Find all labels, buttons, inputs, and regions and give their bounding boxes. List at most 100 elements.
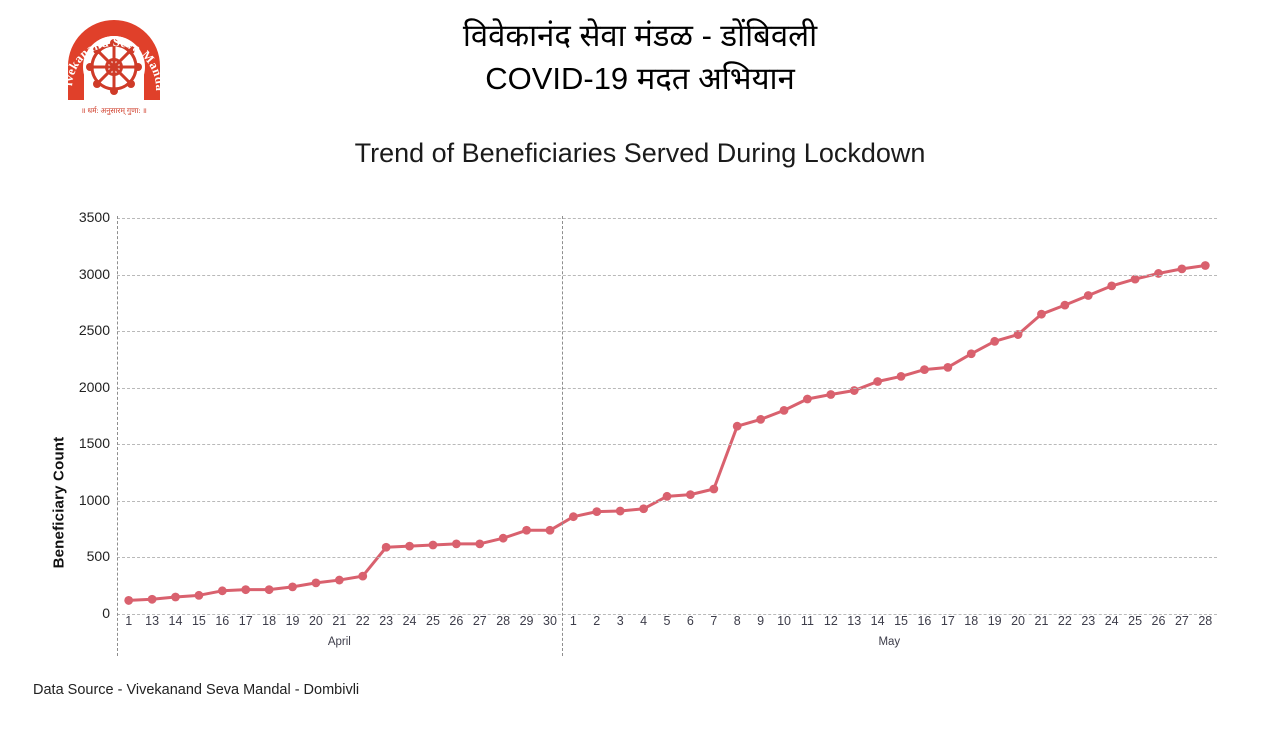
data-point-marker[interactable] <box>194 590 204 600</box>
x-axis-tick-label: 5 <box>663 614 671 628</box>
x-axis-tick-label: 16 <box>917 614 932 628</box>
x-axis-tick-label: 18 <box>262 614 277 628</box>
data-point-marker[interactable] <box>147 594 157 604</box>
gridline <box>117 274 1217 276</box>
data-point-marker[interactable] <box>1154 269 1163 278</box>
data-point-marker[interactable] <box>498 533 508 543</box>
y-axis-tick-label: 500 <box>86 548 110 565</box>
y-axis-tick-label: 2500 <box>78 322 110 339</box>
x-axis-tick-label: 29 <box>519 614 534 628</box>
x-axis-month-label: April <box>327 636 351 648</box>
data-point-marker[interactable] <box>217 586 227 596</box>
x-axis-tick-label: 25 <box>1128 614 1143 628</box>
chart-title: Trend of Beneficiaries Served During Loc… <box>354 138 926 168</box>
x-axis-tick-label: 3 <box>616 614 624 628</box>
data-point-marker[interactable] <box>873 377 883 386</box>
data-point-marker[interactable] <box>1037 309 1046 319</box>
data-point-marker[interactable] <box>522 525 531 535</box>
x-axis-tick-label: 20 <box>308 614 323 628</box>
x-axis-tick-label: 16 <box>215 614 230 628</box>
organization-title: विवेकानंद सेवा मंडळ - डोंबिवली COVID-19 … <box>300 14 980 100</box>
data-series-line <box>124 261 1210 605</box>
y-axis-tick-label: 3500 <box>78 209 110 225</box>
x-axis-tick-label: 12 <box>823 614 838 628</box>
data-point-marker[interactable] <box>920 365 929 375</box>
data-point-marker[interactable] <box>779 405 789 415</box>
x-axis-tick-label: 28 <box>496 614 511 628</box>
x-axis-tick-label: 27 <box>1174 614 1189 628</box>
data-point-marker[interactable] <box>358 571 368 581</box>
data-point-marker[interactable] <box>1060 300 1070 310</box>
data-point-marker[interactable] <box>568 512 578 522</box>
data-point-marker[interactable] <box>288 582 297 592</box>
x-axis-tick-label: 19 <box>987 614 1002 628</box>
data-point-marker[interactable] <box>1013 330 1023 339</box>
x-axis-tick-label: 15 <box>894 614 908 628</box>
x-axis-tick-label: 22 <box>355 614 370 628</box>
y-axis-tick-label: 1500 <box>78 435 110 452</box>
month-separator <box>561 216 563 656</box>
y-axis-tick-label: 3000 <box>78 265 110 282</box>
data-point-marker[interactable] <box>311 578 321 588</box>
data-point-marker[interactable] <box>241 585 251 595</box>
data-point-marker[interactable] <box>264 585 274 595</box>
data-point-marker[interactable] <box>1083 291 1093 300</box>
x-axis-tick-label: 17 <box>238 614 253 628</box>
x-axis-tick-label: 11 <box>800 614 814 628</box>
x-axis-tick-label: 4 <box>640 614 648 628</box>
y-axis-tick-label: 0 <box>102 605 110 621</box>
x-axis-tick-label: 7 <box>710 614 718 628</box>
data-point-marker[interactable] <box>990 336 1000 346</box>
month-separator <box>117 216 118 656</box>
data-point-marker[interactable] <box>662 491 672 501</box>
x-axis-tick-label: 24 <box>402 614 417 628</box>
data-point-marker[interactable] <box>405 541 414 551</box>
data-point-marker[interactable] <box>1177 264 1187 274</box>
x-axis-tick-label: 25 <box>426 614 440 628</box>
data-point-marker[interactable] <box>615 506 625 516</box>
data-point-marker[interactable] <box>451 539 461 549</box>
x-axis-tick-label: 26 <box>1151 614 1166 628</box>
x-axis-tick-label: 1 <box>569 614 577 628</box>
x-axis-tick-label: 26 <box>449 614 464 628</box>
data-point-marker[interactable] <box>639 504 648 514</box>
data-point-marker[interactable] <box>686 490 695 500</box>
page-header: Vivekanand Seva Mandal ॥ धर्म: अनुसारम् … <box>0 0 1280 130</box>
data-point-marker[interactable] <box>1107 281 1117 291</box>
data-point-marker[interactable] <box>709 484 719 494</box>
x-axis-tick-label: 28 <box>1198 614 1213 628</box>
x-axis-tick-label: 22 <box>1057 614 1072 628</box>
data-point-marker[interactable] <box>732 421 742 431</box>
gridline <box>117 218 1217 219</box>
data-point-marker[interactable] <box>124 596 134 605</box>
x-axis-tick-label: 14 <box>168 614 183 628</box>
data-point-marker[interactable] <box>592 507 602 517</box>
data-point-marker[interactable] <box>1200 261 1210 270</box>
x-axis-tick-label: 1 <box>125 614 133 628</box>
x-axis-tick-label: 27 <box>472 614 487 628</box>
data-point-marker[interactable] <box>756 414 766 424</box>
x-axis-tick-label: 15 <box>191 614 206 628</box>
gridline <box>117 387 1217 389</box>
x-axis-tick-label: 20 <box>1011 614 1026 628</box>
data-point-marker[interactable] <box>826 390 836 399</box>
data-point-marker[interactable] <box>475 539 485 549</box>
data-point-marker[interactable] <box>966 349 976 359</box>
data-point-marker[interactable] <box>896 372 906 381</box>
data-point-marker[interactable] <box>803 394 812 404</box>
gridline <box>117 444 1217 446</box>
data-point-marker[interactable] <box>171 592 180 602</box>
x-axis-tick-label: 19 <box>285 614 300 628</box>
data-point-marker[interactable] <box>381 542 391 552</box>
data-point-marker[interactable] <box>428 540 438 550</box>
x-axis-tick-label: 24 <box>1104 614 1119 628</box>
x-axis-month-label: May <box>878 636 901 648</box>
data-point-marker[interactable] <box>943 362 953 372</box>
x-axis-tick-label: 6 <box>686 614 694 628</box>
x-axis-tick-label: 14 <box>870 614 885 628</box>
data-point-marker[interactable] <box>545 525 555 535</box>
y-axis-tick-label: 2000 <box>78 378 110 395</box>
data-point-marker[interactable] <box>1130 274 1140 284</box>
x-axis-tick-label: 13 <box>145 614 160 628</box>
data-point-marker[interactable] <box>334 575 344 585</box>
